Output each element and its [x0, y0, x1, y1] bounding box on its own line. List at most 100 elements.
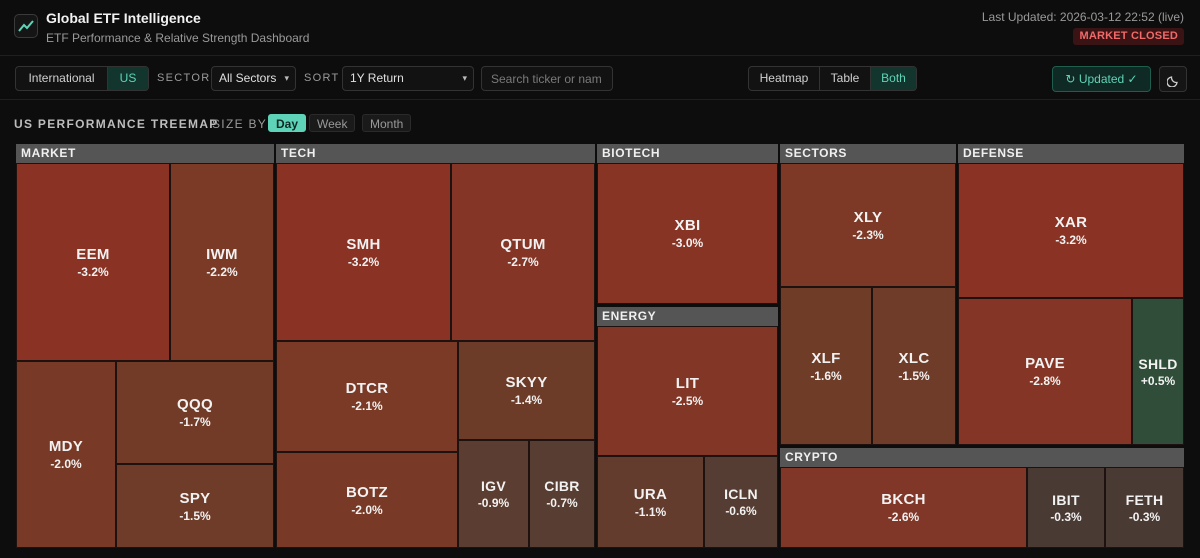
- sort-select-value: 1Y Return: [350, 71, 404, 85]
- tile-change: -2.0%: [351, 502, 383, 517]
- tile-ticker: IBIT: [1052, 491, 1080, 508]
- tile-botz[interactable]: BOTZ -2.0%: [276, 452, 458, 548]
- tile-ticker: PAVE: [1025, 355, 1065, 372]
- tile-mdy[interactable]: MDY -2.0%: [16, 361, 116, 548]
- tile-change: -0.3%: [1128, 509, 1161, 524]
- tile-ticker: XAR: [1054, 214, 1088, 231]
- tile-ticker: QTUM: [500, 235, 546, 253]
- tile-change: -2.2%: [206, 264, 238, 279]
- refresh-button-label: Updated ✓: [1078, 72, 1138, 86]
- tile-eem[interactable]: EEM -3.2%: [16, 163, 170, 361]
- tile-ticker: XLC: [898, 349, 930, 367]
- sort-label: SORT: [304, 72, 340, 84]
- tile-pave[interactable]: PAVE -2.8%: [958, 298, 1132, 445]
- last-updated-text: Last Updated: 2026-03-12 22:52 (live): [981, 10, 1184, 24]
- tile-icln[interactable]: ICLN -0.6%: [704, 456, 778, 548]
- tile-change: -0.3%: [1050, 509, 1082, 524]
- tile-ticker: IGV: [480, 478, 507, 494]
- group-header-market: MARKET: [16, 144, 274, 163]
- tile-ticker: XLF: [811, 349, 841, 367]
- tile-ticker: LIT: [675, 374, 700, 392]
- tile-change: -0.7%: [546, 496, 578, 510]
- tile-ticker: XLY: [853, 208, 883, 226]
- tile-change: +0.5%: [1140, 373, 1176, 388]
- tile-ura[interactable]: URA -1.1%: [597, 456, 704, 548]
- tile-ticker: XBI: [674, 217, 701, 234]
- tile-change: -2.1%: [351, 399, 383, 413]
- size-by-label: SIZE BY: [212, 117, 268, 131]
- tile-change: -2.5%: [671, 393, 704, 408]
- tile-feth[interactable]: FETH -0.3%: [1105, 467, 1184, 548]
- size-option-week[interactable]: Week: [309, 114, 356, 132]
- tile-change: -3.0%: [671, 236, 704, 250]
- sector-select-value: All Sectors: [219, 71, 277, 85]
- tile-ticker: QQQ: [177, 396, 213, 413]
- tile-ticker: SMH: [346, 235, 381, 253]
- tile-smh[interactable]: SMH -3.2%: [276, 163, 451, 341]
- tile-qtum[interactable]: QTUM -2.7%: [451, 163, 595, 341]
- tile-qqq[interactable]: QQQ -1.7%: [116, 361, 274, 464]
- tile-igv[interactable]: IGV -0.9%: [458, 440, 529, 548]
- tile-xar[interactable]: XAR -3.2%: [958, 163, 1184, 298]
- tile-ticker: MDY: [48, 438, 84, 455]
- tile-ticker: IWM: [206, 245, 238, 263]
- region-tab-us[interactable]: US: [108, 67, 148, 90]
- view-tab-heatmap[interactable]: Heatmap: [749, 67, 820, 90]
- search-input[interactable]: [481, 66, 613, 91]
- tile-lit[interactable]: LIT -2.5%: [597, 326, 778, 456]
- tile-change: -0.9%: [477, 496, 510, 510]
- tile-change: -2.7%: [507, 254, 539, 269]
- tile-cibr[interactable]: CIBR -0.7%: [529, 440, 595, 548]
- tile-ticker: URA: [633, 485, 668, 503]
- tile-change: -1.4%: [510, 393, 543, 407]
- theme-toggle-button[interactable]: [1159, 66, 1187, 92]
- tile-xbi[interactable]: XBI -3.0%: [597, 163, 778, 304]
- tile-ticker: SKYY: [505, 374, 548, 391]
- group-header-crypto: CRYPTO: [780, 448, 1184, 467]
- tile-change: -2.6%: [887, 510, 920, 524]
- tile-xly[interactable]: XLY -2.3%: [780, 163, 956, 287]
- tile-change: -1.5%: [898, 368, 930, 383]
- view-tab-table[interactable]: Table: [820, 67, 871, 90]
- tile-shld[interactable]: SHLD +0.5%: [1132, 298, 1184, 445]
- tile-change: -2.0%: [50, 457, 82, 471]
- tile-change: -3.2%: [1055, 233, 1087, 247]
- app-header: Global ETF Intelligence ETF Performance …: [0, 0, 1200, 56]
- refresh-icon: ↻: [1065, 72, 1076, 86]
- tile-dtcr[interactable]: DTCR -2.1%: [276, 341, 458, 452]
- market-status-badge: MARKET CLOSED: [1073, 28, 1184, 45]
- tile-iwm[interactable]: IWM -2.2%: [170, 163, 274, 361]
- sector-select[interactable]: All Sectors ▾: [211, 66, 296, 91]
- tile-ticker: ICLN: [724, 486, 758, 502]
- tile-ticker: FETH: [1125, 491, 1164, 508]
- tile-ticker: SHLD: [1138, 355, 1178, 372]
- tile-change: -2.3%: [852, 227, 884, 242]
- refresh-button[interactable]: ↻ Updated ✓: [1052, 66, 1151, 92]
- tile-ibit[interactable]: IBIT -0.3%: [1027, 467, 1105, 548]
- tile-xlc[interactable]: XLC -1.5%: [872, 287, 956, 445]
- view-tab-both[interactable]: Both: [871, 67, 916, 90]
- tile-xlf[interactable]: XLF -1.6%: [780, 287, 872, 445]
- size-option-day[interactable]: Day: [268, 114, 307, 132]
- tile-ticker: BOTZ: [345, 483, 389, 501]
- tile-change: -3.2%: [77, 264, 109, 279]
- tile-ticker: EEM: [76, 245, 110, 263]
- tile-change: -1.7%: [179, 415, 211, 429]
- chevron-updown-icon: ▾: [462, 73, 467, 83]
- sort-select[interactable]: 1Y Return ▾: [342, 66, 474, 91]
- region-tab-international[interactable]: International: [16, 67, 108, 90]
- tile-change: -0.6%: [725, 504, 757, 518]
- group-header-defense: DEFENSE: [958, 144, 1184, 163]
- tile-change: -1.6%: [810, 368, 842, 383]
- group-header-sectors: SECTORS: [780, 144, 956, 163]
- view-toggle: Heatmap Table Both: [748, 66, 917, 91]
- app-subtitle: ETF Performance & Relative Strength Dash…: [46, 31, 310, 45]
- moon-icon: [1167, 76, 1178, 87]
- tile-change: -3.2%: [347, 254, 380, 269]
- tile-spy[interactable]: SPY -1.5%: [116, 464, 274, 548]
- region-toggle: International US: [15, 66, 149, 91]
- tile-bkch[interactable]: BKCH -2.6%: [780, 467, 1027, 548]
- tile-skyy[interactable]: SKYY -1.4%: [458, 341, 595, 440]
- size-option-month[interactable]: Month: [362, 114, 412, 132]
- tile-change: -2.8%: [1029, 374, 1061, 388]
